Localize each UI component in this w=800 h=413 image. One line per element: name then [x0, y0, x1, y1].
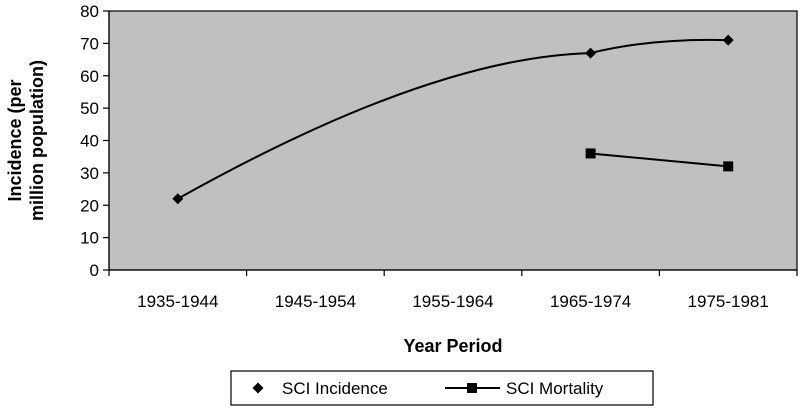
x-tick-label: 1935-1944: [137, 292, 218, 311]
y-tick-label: 60: [80, 67, 99, 86]
legend-marker-sci-mortality: [467, 383, 477, 393]
legend-label-sci-mortality: SCI Mortality: [506, 379, 604, 398]
data-point-sci-mortality: [723, 161, 734, 172]
series-line-sci-mortality: [590, 152, 729, 168]
x-axis: 1935-1944 1945-1954 1955-1964 1965-1974 1975…: [108, 269, 798, 311]
plot-area: [108, 10, 798, 271]
y-tick-label: 40: [80, 132, 99, 151]
y-tick-label: 50: [80, 99, 99, 118]
x-axis-title: Year Period: [403, 336, 502, 356]
x-tick-label: 1945-1954: [275, 292, 356, 311]
y-tick-label: 20: [80, 196, 99, 215]
data-point-sci-incidence: [585, 47, 597, 59]
legend-label-sci-incidence: SCI Incidence: [282, 379, 388, 398]
y-tick-label: 10: [80, 229, 99, 248]
data-point-sci-incidence: [172, 193, 184, 205]
y-axis: 0 10 20 30 40 50 60 70 80: [80, 2, 110, 280]
y-axis-title-line-1: Incidence (per: [5, 79, 25, 201]
y-axis-title-line-2: million population): [27, 60, 47, 221]
y-tick-label: 30: [80, 164, 99, 183]
y-tick-label: 0: [90, 261, 99, 280]
legend: SCI Incidence SCI Mortality: [230, 370, 654, 406]
x-tick-label: 1975-1981: [688, 292, 769, 311]
data-point-sci-incidence: [722, 34, 734, 46]
legend-box: [230, 370, 654, 406]
y-tick-label: 70: [80, 34, 99, 53]
x-tick-label: 1965-1974: [550, 292, 631, 311]
series-line-sci-incidence: [177, 38, 729, 200]
legend-marker-sci-incidence: [252, 382, 264, 394]
series-layer: [172, 34, 734, 205]
x-tick-label: 1955-1964: [412, 292, 493, 311]
y-tick-label: 80: [80, 2, 99, 21]
data-point-sci-mortality: [585, 148, 596, 159]
